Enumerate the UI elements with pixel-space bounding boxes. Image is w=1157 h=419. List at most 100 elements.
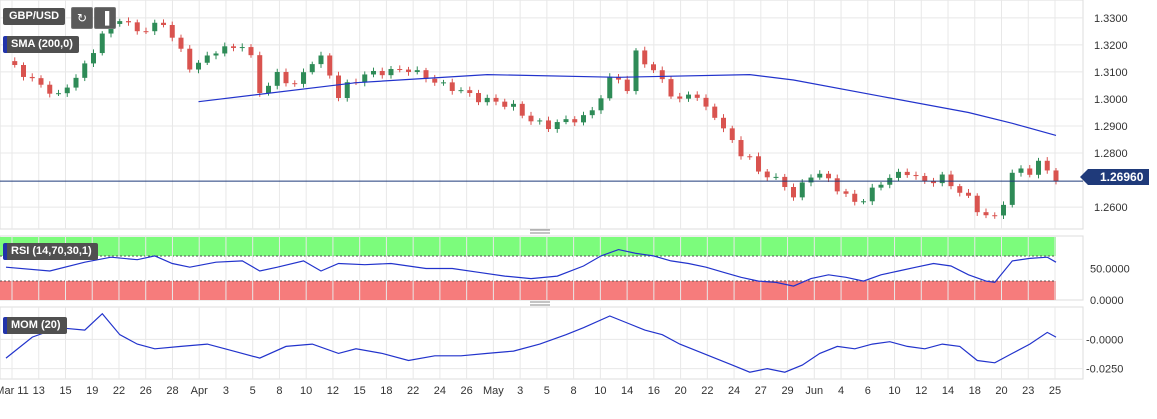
candle [432, 74, 438, 86]
time-tick-label: 18 [380, 385, 392, 397]
candle [467, 86, 473, 97]
candle-body [651, 64, 656, 71]
time-tick-label: 15 [59, 385, 71, 397]
candle-body [948, 174, 954, 187]
candle [1036, 157, 1041, 179]
candle-body [248, 47, 254, 56]
candle-body [493, 97, 499, 102]
mom-tick-label: -0.0250 [1086, 364, 1123, 376]
candle-body [563, 119, 569, 123]
candle-body [642, 50, 648, 65]
candle-body [519, 103, 525, 116]
candle [414, 66, 420, 75]
candle-body [922, 175, 928, 182]
candle-body [957, 186, 963, 193]
candle [519, 101, 525, 119]
candle [56, 89, 61, 96]
candle-body [826, 173, 831, 179]
candle-body [511, 103, 516, 107]
candle-body [239, 47, 245, 49]
candle-body [64, 87, 70, 94]
chart-type-icon[interactable]: ▐ [94, 7, 116, 29]
candle-body [546, 120, 551, 130]
candle [738, 136, 744, 160]
price-tick-label: 1.2800 [1094, 148, 1128, 160]
candle [12, 57, 18, 68]
candle [861, 198, 866, 205]
candle [782, 173, 788, 191]
candle-body [983, 212, 989, 216]
time-tick-label: 10 [300, 385, 312, 397]
candle-body [283, 71, 289, 84]
candle [117, 18, 123, 27]
price-tick-label: 1.3200 [1094, 40, 1128, 52]
candle-body [703, 97, 709, 107]
candle-body [686, 94, 691, 99]
mom-label: MOM (20) [3, 317, 67, 334]
candle-body [817, 173, 823, 178]
candle [178, 34, 184, 52]
candle [607, 73, 613, 101]
candle-body [117, 21, 123, 24]
time-tick-label: 8 [571, 385, 577, 397]
time-tick-label: 27 [755, 385, 767, 397]
candle [729, 125, 735, 143]
candle [379, 67, 385, 79]
time-tick-label: Jun [805, 385, 823, 397]
sma-200-line [198, 73, 1057, 136]
candle-body [12, 61, 18, 66]
candle-body [843, 191, 849, 194]
candle-body [852, 193, 858, 202]
candle [817, 170, 823, 180]
time-tick-label: 24 [434, 385, 446, 397]
time-tick-label: 5 [544, 385, 550, 397]
candle [73, 74, 79, 91]
candle [493, 94, 499, 106]
candle [169, 21, 175, 42]
time-tick-label: 25 [1049, 385, 1061, 397]
candle-body [931, 181, 936, 184]
candle [633, 48, 639, 95]
candle-body [1053, 170, 1059, 182]
time-tick-label: 10 [594, 385, 606, 397]
candle [29, 73, 35, 82]
candle-body [799, 182, 805, 198]
rsi-oversold-zone [0, 281, 1056, 300]
candle-body [476, 93, 481, 103]
candle-body [878, 184, 884, 188]
panel-resize-handle-2[interactable] [530, 301, 550, 306]
candle-body [869, 187, 875, 202]
candle-body [974, 195, 980, 213]
candlesticks [12, 17, 1059, 219]
candle-body [721, 117, 726, 129]
candle-body [502, 101, 508, 107]
time-tick-label: 14 [942, 385, 954, 397]
time-tick-label: Apr [191, 385, 208, 397]
refresh-icon[interactable]: ↻ [71, 7, 93, 29]
candle-body [344, 82, 350, 98]
candle [502, 98, 508, 110]
candle [397, 65, 403, 73]
candle [896, 168, 901, 182]
candle [91, 49, 96, 68]
candle-body [449, 82, 455, 91]
candle [301, 68, 306, 88]
time-tick-label: 4 [838, 385, 844, 397]
candle-body [992, 215, 998, 217]
panel-resize-handle-1[interactable] [530, 229, 550, 234]
candle [931, 177, 936, 187]
candle [974, 193, 980, 216]
time-tick-label: 5 [250, 385, 256, 397]
candle-body [616, 76, 621, 80]
candle [362, 71, 368, 87]
time-tick-label: 12 [327, 385, 339, 397]
rsi-overbought-zone [0, 237, 1056, 256]
time-tick-label: 29 [781, 385, 793, 397]
candle-body [371, 70, 376, 75]
candle-body [782, 176, 788, 187]
candle-body [668, 79, 674, 97]
time-tick-label: 15 [354, 385, 366, 397]
candle-body [187, 48, 193, 70]
candle-body [607, 76, 613, 99]
